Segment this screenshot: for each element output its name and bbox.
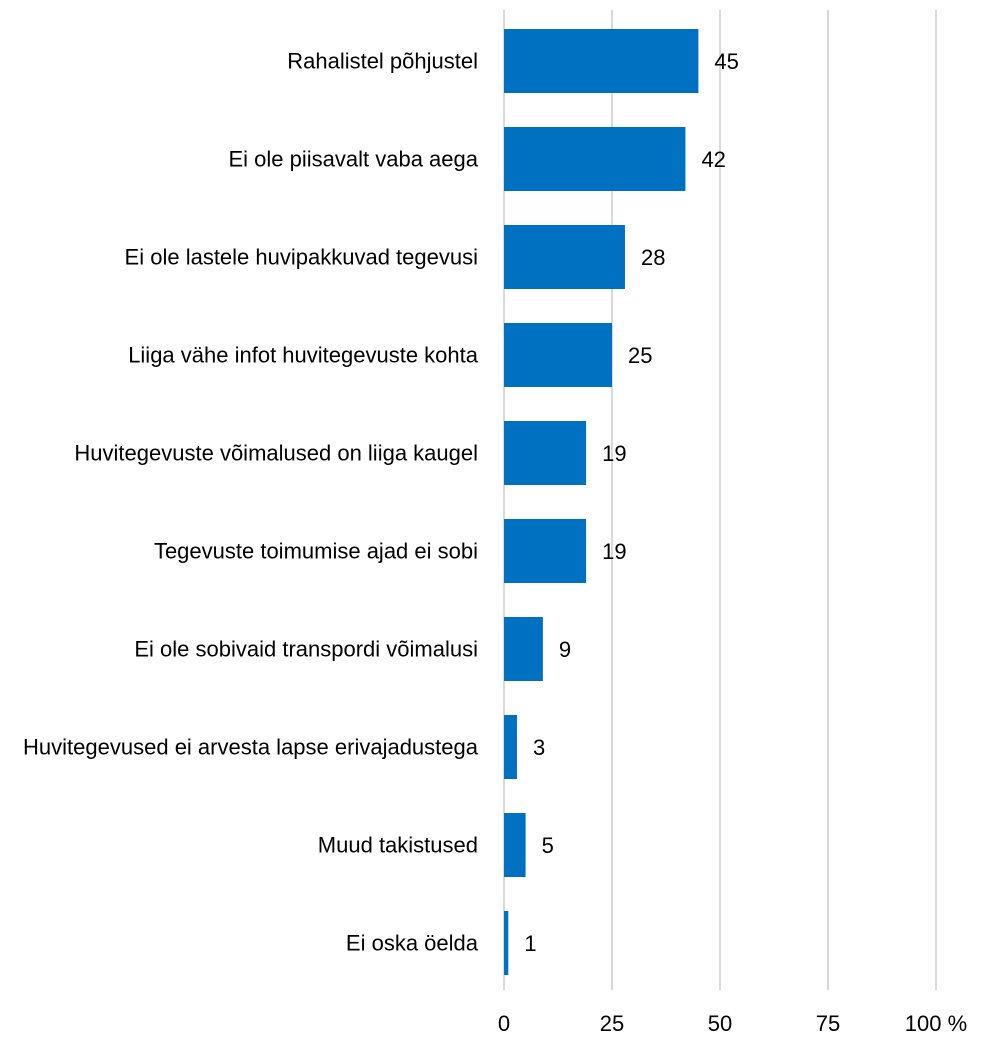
category-label: Ei ole lastele huvipakkuvad tegevusi (124, 244, 478, 270)
category-label: Huvitegevuste võimalused on liiga kaugel (74, 440, 478, 466)
value-label: 42 (701, 147, 725, 172)
bar (504, 127, 686, 191)
bar (504, 911, 509, 975)
bar (504, 323, 612, 387)
bar (504, 715, 517, 779)
value-label: 45 (714, 49, 738, 74)
category-label: Ei oska öelda (345, 930, 478, 956)
bar (504, 519, 587, 583)
category-label: Ei ole piisavalt vaba aega (228, 146, 479, 172)
bar (504, 29, 699, 93)
category-label: Huvitegevused ei arvesta lapse erivajadu… (23, 734, 478, 760)
value-label: 5 (542, 833, 554, 858)
value-label: 19 (602, 441, 626, 466)
bar (504, 813, 526, 877)
category-label: Muud takistused (317, 832, 478, 858)
x-tick-label: 0 (498, 1011, 510, 1036)
value-label: 19 (602, 539, 626, 564)
category-label: Tegevuste toimumise ajad ei sobi (153, 538, 478, 564)
bar (504, 225, 625, 289)
category-label: Rahalistel põhjustel (287, 48, 478, 74)
value-label: 9 (559, 637, 571, 662)
value-label: 1 (524, 931, 536, 956)
x-tick-label: 50 (708, 1011, 732, 1036)
value-label: 3 (533, 735, 545, 760)
value-label: 28 (641, 245, 665, 270)
bar (504, 421, 587, 485)
x-tick-label: 25 (600, 1011, 624, 1036)
bar (504, 617, 543, 681)
x-tick-label: 100 % (905, 1011, 967, 1036)
category-label: Liiga vähe infot huvitegevuste kohta (128, 342, 478, 368)
value-label: 25 (628, 343, 652, 368)
category-label: Ei ole sobivaid transpordi võimalusi (134, 636, 478, 662)
x-tick-label: 75 (816, 1011, 840, 1036)
